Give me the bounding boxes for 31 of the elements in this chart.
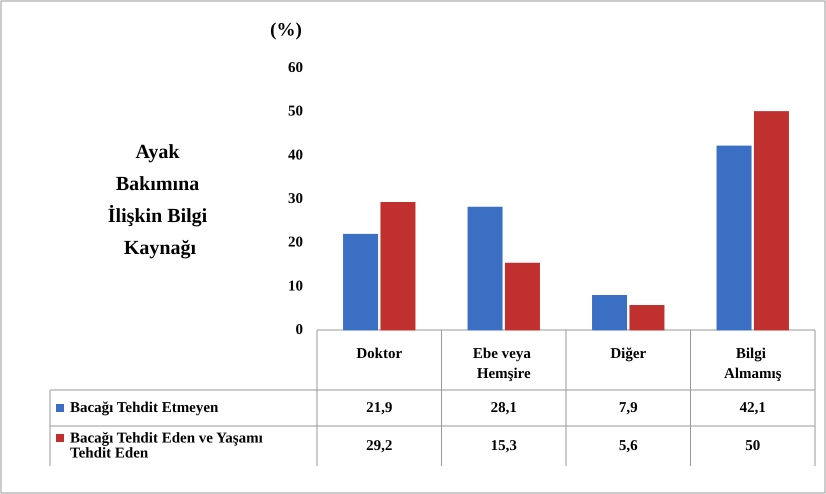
data-label: 5,6 [618,438,638,454]
x-tick-label: Doktor [356,346,403,362]
data-label: 7,9 [618,400,638,416]
y-tick-label: 60 [288,60,303,76]
bar [716,146,752,330]
y-tick-label: 40 [288,147,303,164]
y-tick-label: 50 [288,104,303,120]
data-label: 15,3 [490,438,517,454]
bar [592,295,628,330]
legend-label: Bacağı Tehdit Eden ve Yaşamı Tehdit Eden [70,430,267,462]
y-axis-title: (%) [270,20,302,40]
data-label: 28,1 [490,400,517,416]
bar [629,305,664,330]
x-axis-title: Ayak Bakımına İlişkin Bilgi Kaynağı [108,141,212,259]
bar [754,111,789,330]
y-tick-label: 10 [288,278,303,294]
bar [504,262,540,330]
bar [468,206,503,330]
x-tick-label: Ebe veya Hemşire [472,346,535,382]
legend-label: Bacağı Tehdit Etmeyen [70,400,219,416]
x-tick-label: Bilgi Almamış [724,346,782,382]
y-tick-label: 0 [296,322,303,338]
x-tick-label: Diğer [610,346,646,362]
bar [343,234,378,330]
data-label: 29,2 [366,438,392,454]
data-label: 21,9 [366,400,392,416]
y-tick-label: 30 [288,191,303,207]
data-label: 50 [745,438,760,454]
y-tick-label: 20 [288,234,303,251]
bar [380,202,416,330]
data-label: 42,1 [740,400,766,416]
